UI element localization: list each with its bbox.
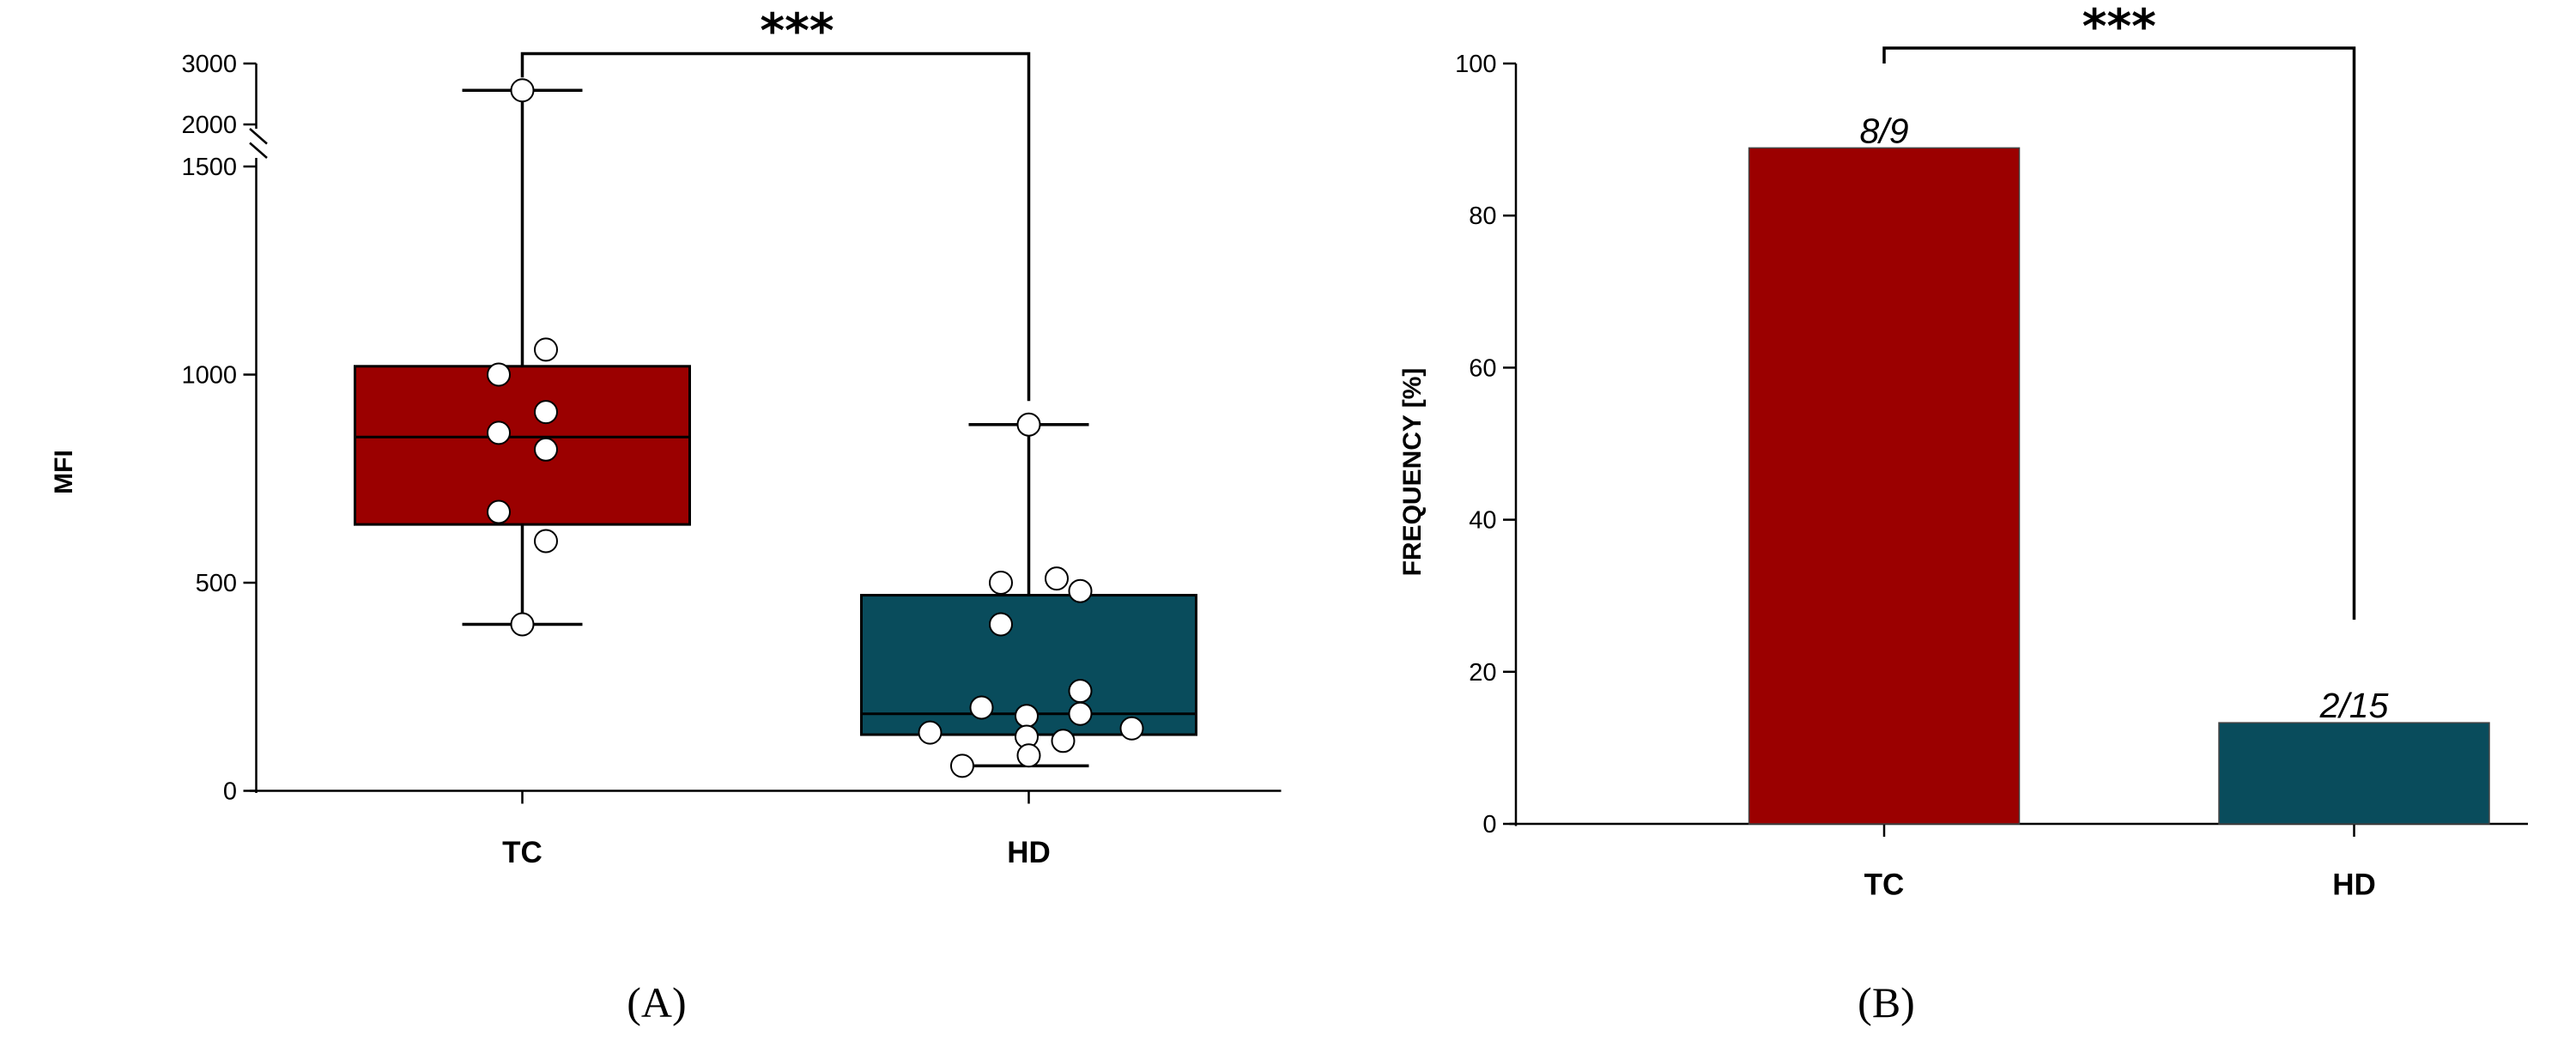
panel-a-data-point: [969, 695, 994, 720]
panel-a-break-mark-lower: [249, 142, 268, 159]
panel-b-significance-marker: ***: [2082, 0, 2156, 54]
panel-b-y-tick-label: 80: [1469, 203, 1496, 230]
panel-a-data-point: [1016, 412, 1041, 437]
panel-b-data-label: 8/9: [1860, 111, 1909, 150]
panel-a-data-point: [534, 337, 558, 362]
panel-a-data-point: [1068, 701, 1093, 726]
panel-a-data-point: [989, 612, 1013, 637]
panel-b-significance-bracket: [1882, 46, 2356, 620]
panel-a-y-tick-label: 1000: [181, 362, 237, 390]
panel-a-x-tick-label: HD: [1007, 836, 1051, 869]
panel-a-data-point: [989, 571, 1013, 595]
panel-b-y-tick-label: 100: [1455, 51, 1496, 78]
panel-a-y-tick-label: 0: [223, 778, 237, 806]
panel-b-x-tick-label: TC: [1864, 868, 1905, 902]
panel-a-significance-marker: ***: [760, 3, 833, 58]
panel-a-y-tick-label: 1500: [181, 154, 237, 181]
panel-b-bars: 8/9 2/15: [1748, 111, 2490, 825]
panel-a-data-point: [510, 78, 535, 103]
panel-a-data-point: [1045, 566, 1069, 591]
panel-b-y-tick-label: 0: [1482, 811, 1496, 838]
panel-a-box-body: [354, 365, 691, 526]
panel-b-data-label: 2/15: [2319, 686, 2389, 725]
panel-b-y-tick-label: 20: [1469, 659, 1496, 687]
panel-a-data-point: [534, 437, 558, 462]
panel-a-data-point: [510, 612, 535, 637]
panel-a-data-point: [1068, 578, 1093, 603]
panel-a-data-point: [534, 400, 558, 425]
panel-b-y-tick-label: 60: [1469, 354, 1496, 382]
panel-a-box-tc: [354, 78, 691, 637]
panel-b-y-tick-label: 40: [1469, 507, 1496, 535]
panel-b-y-ticks: 0 20 40 60 80 100: [1455, 51, 1516, 838]
panel-a-x-ticks: TC HD: [502, 790, 1051, 869]
panel-a-y-tick-label: 2000: [181, 112, 237, 139]
panel-a-bracket-line: [520, 51, 1031, 402]
panel-b-label: (B): [1858, 978, 1915, 1026]
panel-a-data-point: [918, 720, 943, 745]
panel-a-label: (A): [627, 978, 686, 1026]
panel-a-data-point: [1119, 716, 1144, 741]
panel-a-data-point: [1068, 679, 1093, 704]
panel-a-x-tick-label: TC: [502, 836, 542, 869]
panel-a-axis-break: [249, 128, 268, 159]
panel-a-y-axis-label: MFI: [50, 450, 78, 494]
panel-a-significance-bracket: [520, 51, 1031, 402]
panel-a-data-point: [487, 499, 511, 524]
panel-b-bracket-line: [1882, 46, 2356, 620]
panel-a-data-point: [1051, 729, 1076, 753]
panel-a-break-mark-upper: [249, 128, 268, 145]
panel-a-data-point: [487, 362, 511, 387]
panel-a-data-point: [950, 753, 974, 778]
panel-a-data-point: [534, 529, 558, 554]
panel-b-bar-hd: [2218, 722, 2490, 825]
panel-a-y-tick-label: 3000: [181, 51, 237, 78]
panel-b-y-axis-label: FREQUENCY [%]: [1398, 368, 1427, 577]
panel-a-data-point: [1015, 704, 1039, 729]
panel-a-boxes: [354, 78, 1197, 778]
panel-a-data-point: [487, 421, 511, 445]
panel-a-y-tick-label: 500: [196, 570, 237, 597]
panel-b-x-tick-label: HD: [2332, 868, 2376, 902]
panel-a-y-ticks: 0 500 1000 1500 2000 3000: [181, 51, 258, 806]
panel-a: 0 500 1000 1500 2000 3000 TC HD MFI *** (A): [50, 3, 1282, 1026]
panel-b-bar-tc: [1748, 147, 2021, 825]
panel-a-box-hd: [860, 412, 1197, 778]
panel-b-x-ticks: TC HD: [1864, 824, 2376, 902]
panel-a-data-point: [1016, 743, 1041, 768]
